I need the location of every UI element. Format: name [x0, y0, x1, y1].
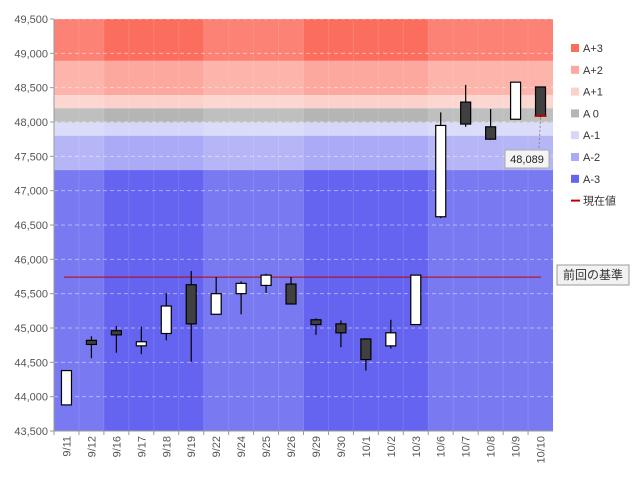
legend-label: 現在値: [583, 195, 616, 208]
legend-label: A-3: [583, 174, 600, 186]
candle-body: [185, 284, 197, 325]
candle-body: [260, 274, 272, 287]
current-value-leader: [538, 117, 542, 151]
legend-swatch: [571, 153, 579, 161]
candle-body: [235, 282, 247, 295]
x-tick-label: 9/18: [161, 436, 173, 457]
candle-body: [310, 319, 322, 326]
band-layer: [54, 19, 553, 432]
candle-body: [410, 274, 422, 326]
legend-label: A-2: [583, 152, 600, 164]
candle-body: [210, 293, 222, 315]
x-tick-label: 9/16: [111, 436, 123, 457]
previous-reference-label: 前回の基準: [563, 267, 623, 282]
x-tick-label: 10/2: [386, 436, 398, 457]
legend-label: A-1: [583, 130, 600, 142]
candle-body: [160, 305, 172, 335]
week-shade: [278, 19, 304, 431]
x-tick-label: 9/19: [186, 436, 198, 457]
band-a-2: [54, 135, 553, 171]
week-shade: [428, 19, 454, 431]
x-tick-label: 9/30: [336, 436, 348, 457]
band-a+3: [54, 19, 553, 61]
y-tick-label: 45,500: [14, 289, 48, 301]
current-value-callout: [504, 149, 550, 169]
candle-body: [60, 369, 73, 406]
week-shade: [253, 19, 279, 431]
x-tick-label: 9/17: [136, 436, 148, 457]
callout-layer: 48,089 前回の基準: [504, 117, 630, 286]
candle-body: [110, 330, 122, 336]
previous-reference-box: [556, 264, 630, 286]
week-shade: [478, 19, 504, 431]
candle-body: [85, 339, 98, 346]
current-value-label: 48,089: [510, 154, 544, 166]
x-tick-label: 9/24: [236, 436, 248, 457]
y-tick-label: 47,500: [14, 151, 48, 163]
legend-swatch: [571, 109, 579, 118]
candle-body: [385, 332, 397, 347]
axis-layer: 43,500 44,000 44,500 45,000 45,500 46,000 46,5…: [14, 14, 553, 464]
legend-label: A+1: [583, 87, 603, 99]
candle-body: [435, 124, 447, 218]
x-tick-label: 9/12: [86, 436, 98, 457]
legend-swatch: [571, 174, 579, 183]
y-tick-label: 44,000: [14, 392, 48, 404]
week-shade: [228, 19, 254, 431]
legend-swatch: [571, 65, 579, 74]
band-a+2: [54, 60, 553, 96]
x-tick-label: 9/29: [311, 436, 323, 457]
candle-body: [335, 323, 347, 334]
legend-label: A 0: [583, 108, 599, 120]
band-a+1: [54, 95, 553, 109]
x-tick-label: 10/1: [361, 436, 373, 457]
y-tick-label: 49,000: [14, 48, 48, 60]
x-tick-label: 10/6: [436, 436, 448, 457]
band-a-1: [54, 122, 553, 136]
band-a0: [54, 108, 553, 123]
y-tick-label: 45,000: [14, 323, 48, 335]
y-tick-label: 43,500: [14, 426, 48, 438]
y-tick-label: 46,500: [14, 220, 48, 232]
legend-label: A+2: [583, 65, 603, 77]
candle-body: [485, 126, 497, 140]
y-tick-label: 49,500: [14, 14, 48, 26]
x-tick-label: 10/8: [486, 436, 498, 457]
x-tick-label: 10/7: [461, 436, 473, 457]
x-tick-label: 9/11: [61, 436, 73, 457]
candle-body: [509, 81, 522, 120]
x-tick-label: 9/26: [286, 436, 298, 457]
week-shade: [78, 19, 104, 431]
x-tick-label: 10/9: [511, 436, 523, 457]
y-tick-label: 46,000: [14, 254, 48, 266]
legend-label: A+3: [583, 43, 603, 55]
x-tick-label: 9/22: [211, 436, 223, 457]
legend: A+3 A+2 A+1 A 0 A-1 A-2 A-3 現在値: [571, 43, 616, 208]
legend-swatch: [571, 44, 579, 52]
candle-body: [534, 86, 547, 117]
grid-layer: [54, 18, 553, 432]
candle-body: [460, 101, 472, 125]
x-tick-label: 10/3: [411, 436, 423, 457]
candle-layer: [60, 81, 547, 406]
y-tick-label: 48,500: [14, 83, 48, 95]
x-tick-label: 10/10: [536, 436, 548, 464]
week-shade: [54, 19, 79, 431]
candle-body: [285, 283, 297, 305]
y-tick-label: 47,000: [14, 186, 48, 198]
x-tick-label: 9/25: [261, 436, 273, 457]
y-tick-label: 44,500: [14, 357, 48, 369]
candle-body: [360, 338, 372, 361]
legend-swatch: [571, 131, 579, 140]
band-a-3: [54, 170, 553, 432]
y-tick-label: 48,000: [14, 117, 48, 129]
candle-body: [135, 341, 147, 347]
legend-swatch: [571, 87, 579, 96]
week-shade: [203, 19, 229, 431]
